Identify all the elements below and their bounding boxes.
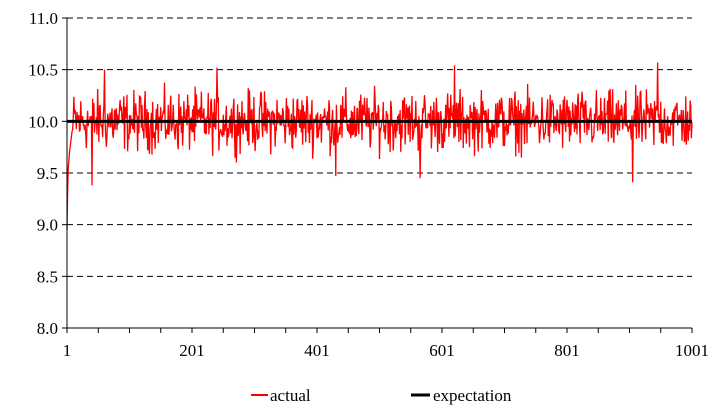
- legend: actual expectation: [251, 386, 512, 405]
- legend-label-actual: actual: [270, 386, 311, 405]
- x-tick-label: 1: [63, 341, 72, 360]
- y-tick-label: 10.5: [28, 61, 58, 80]
- y-tick-label: 9.5: [37, 164, 58, 183]
- y-tick-label: 8.5: [37, 267, 58, 286]
- x-tick-label: 201: [179, 341, 205, 360]
- legend-label-expectation: expectation: [433, 386, 512, 405]
- y-tick-label: 11.0: [29, 9, 58, 28]
- y-tick-label: 9.0: [37, 216, 58, 235]
- y-tick-label: 8.0: [37, 319, 58, 338]
- x-tick-label: 801: [554, 341, 580, 360]
- plot-area: [66, 62, 693, 230]
- x-tick-label: 601: [429, 341, 455, 360]
- y-axis-ticks: 8.0 8.5 9.0 9.5 10.0 10.5 11.0: [28, 9, 67, 338]
- x-tick-label: 401: [304, 341, 330, 360]
- y-tick-label: 10.0: [28, 112, 58, 131]
- x-axis-ticks: 1 201 401 601 801 1001: [63, 328, 709, 360]
- x-tick-label: 1001: [675, 341, 709, 360]
- series-actual-line: [66, 62, 693, 230]
